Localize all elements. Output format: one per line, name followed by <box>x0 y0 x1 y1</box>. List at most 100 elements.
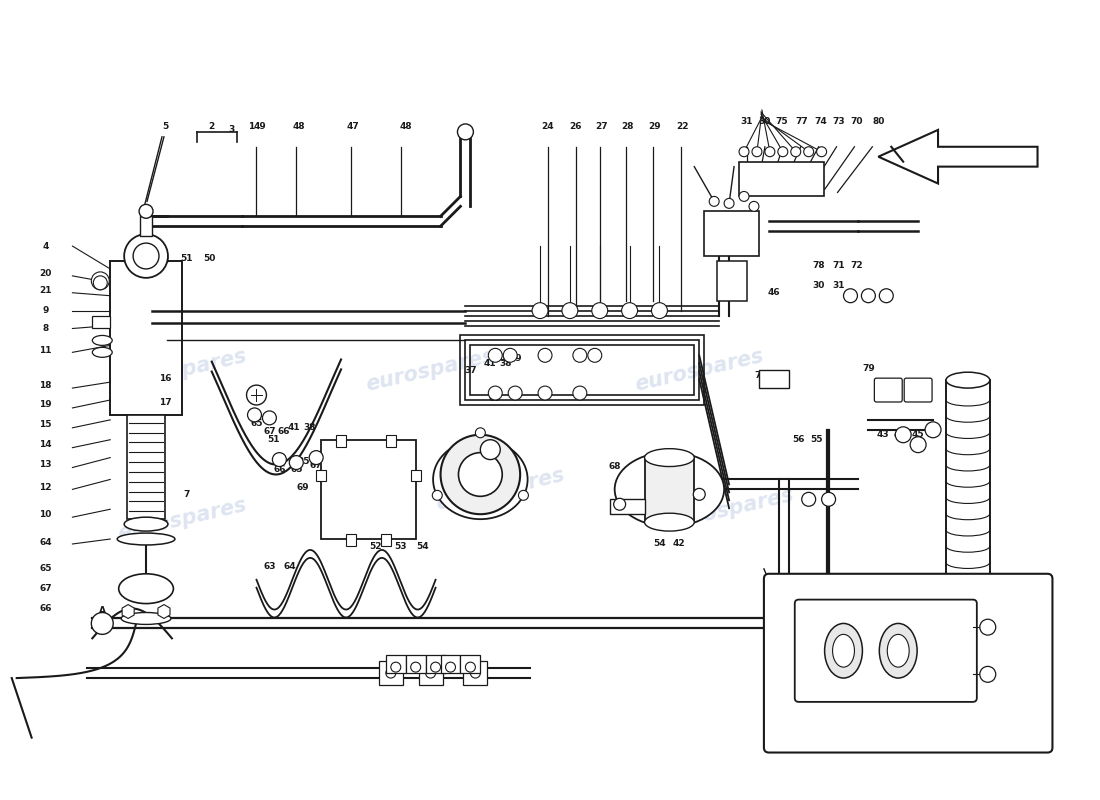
Text: 73: 73 <box>833 118 845 126</box>
Circle shape <box>246 385 266 405</box>
Circle shape <box>592 302 607 318</box>
Circle shape <box>386 668 396 678</box>
Circle shape <box>925 422 940 438</box>
Circle shape <box>430 662 441 672</box>
Text: 26: 26 <box>570 122 582 131</box>
Text: 27: 27 <box>595 122 608 131</box>
Circle shape <box>309 450 323 465</box>
Text: 30: 30 <box>813 282 825 290</box>
Text: 74: 74 <box>814 118 827 126</box>
Circle shape <box>426 668 436 678</box>
Circle shape <box>465 662 475 672</box>
Circle shape <box>693 488 705 500</box>
Text: 68: 68 <box>608 462 620 471</box>
Text: 22: 22 <box>676 122 689 131</box>
Bar <box>717 261 747 301</box>
Text: 45: 45 <box>912 430 924 439</box>
Ellipse shape <box>124 517 168 531</box>
Bar <box>386 655 406 673</box>
Ellipse shape <box>946 372 990 388</box>
Bar <box>381 534 390 546</box>
Bar <box>346 534 356 546</box>
Circle shape <box>289 456 304 470</box>
Text: 52: 52 <box>370 542 382 551</box>
Text: 51: 51 <box>180 254 194 263</box>
Text: 66: 66 <box>277 427 289 436</box>
Text: 8: 8 <box>43 324 48 333</box>
Text: 70: 70 <box>850 118 862 126</box>
Text: 2: 2 <box>209 122 214 131</box>
Circle shape <box>139 204 153 218</box>
Circle shape <box>538 348 552 362</box>
FancyBboxPatch shape <box>874 378 902 402</box>
Ellipse shape <box>645 514 694 531</box>
Bar <box>704 211 759 256</box>
Bar <box>128 415 165 519</box>
Bar <box>337 434 346 446</box>
Circle shape <box>816 146 826 157</box>
Text: 36: 36 <box>456 666 469 674</box>
Circle shape <box>861 289 876 302</box>
Circle shape <box>441 434 520 514</box>
Circle shape <box>91 613 113 634</box>
Bar <box>92 315 110 327</box>
Text: 67: 67 <box>40 584 52 593</box>
Bar <box>461 335 704 405</box>
Text: 16: 16 <box>158 374 172 382</box>
Text: 23: 23 <box>454 457 466 466</box>
Text: 50: 50 <box>204 254 216 263</box>
Circle shape <box>802 492 816 506</box>
Ellipse shape <box>825 623 862 678</box>
Circle shape <box>248 408 262 422</box>
Circle shape <box>910 437 926 453</box>
Text: 24: 24 <box>541 122 554 131</box>
Bar <box>463 661 487 685</box>
Text: 62: 62 <box>922 629 934 638</box>
Text: 5: 5 <box>162 122 168 131</box>
Text: 53: 53 <box>395 542 407 551</box>
Circle shape <box>459 453 503 496</box>
FancyBboxPatch shape <box>795 600 977 702</box>
Text: 76: 76 <box>755 370 767 380</box>
Circle shape <box>503 348 517 362</box>
Circle shape <box>651 302 668 318</box>
Circle shape <box>804 146 814 157</box>
Text: 59: 59 <box>653 460 666 469</box>
Bar <box>461 655 481 673</box>
Circle shape <box>446 662 455 672</box>
Text: 75: 75 <box>776 118 788 126</box>
Ellipse shape <box>119 574 174 603</box>
Text: 53: 53 <box>157 257 170 266</box>
Text: 67: 67 <box>310 461 322 470</box>
Text: 39: 39 <box>510 354 522 362</box>
Ellipse shape <box>92 335 112 346</box>
Bar <box>419 661 442 685</box>
Text: eurospares: eurospares <box>364 346 497 394</box>
Bar <box>426 655 446 673</box>
Text: 49: 49 <box>253 122 266 131</box>
Text: 10: 10 <box>40 510 52 518</box>
FancyBboxPatch shape <box>904 378 932 402</box>
Text: 54: 54 <box>416 542 429 551</box>
Text: 77: 77 <box>795 118 808 126</box>
Circle shape <box>844 289 857 302</box>
Text: A: A <box>99 619 106 628</box>
Circle shape <box>532 302 548 318</box>
Circle shape <box>518 490 528 500</box>
Text: 21: 21 <box>40 286 52 295</box>
Bar <box>645 458 694 522</box>
Bar <box>441 655 461 673</box>
Text: A: A <box>99 606 106 615</box>
Text: 58: 58 <box>671 460 683 469</box>
Circle shape <box>410 662 420 672</box>
Text: 44: 44 <box>894 430 906 439</box>
Text: 56: 56 <box>792 435 805 444</box>
Text: 65: 65 <box>290 465 303 474</box>
Circle shape <box>573 386 586 400</box>
Text: 55: 55 <box>811 435 823 444</box>
Text: 38: 38 <box>499 358 512 368</box>
Bar <box>386 434 396 446</box>
Text: 15: 15 <box>40 420 52 430</box>
Bar <box>739 162 824 197</box>
Text: 66: 66 <box>273 465 286 474</box>
